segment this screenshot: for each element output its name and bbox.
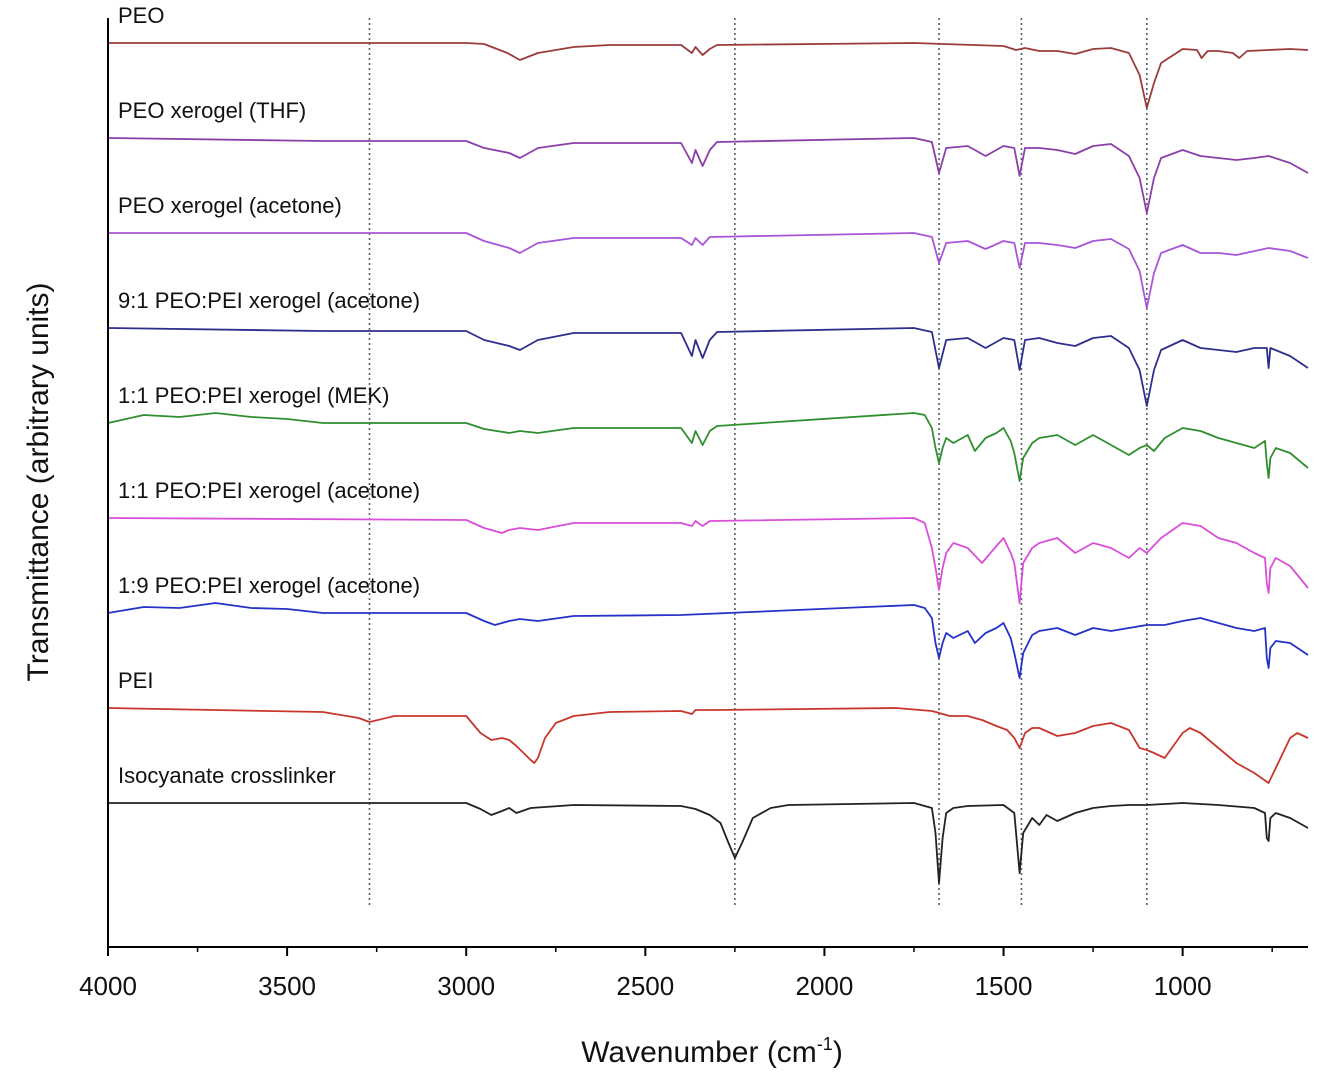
series-label-1: PEO [118, 3, 164, 28]
x-ticks: 4000 3500 3000 2500 2000 1500 1000 [79, 947, 1273, 1001]
series-label-7: 1:9 PEO:PEI xerogel (acetone) [118, 573, 420, 598]
series-label-9: Isocyanate crosslinker [118, 763, 336, 788]
series-label-8: PEI [118, 668, 153, 693]
series-line-2 [107, 137, 1309, 214]
series-lines [107, 42, 1309, 884]
series-label-3: PEO xerogel (acetone) [118, 193, 342, 218]
x-tick-label-2500: 2500 [616, 971, 674, 1001]
x-tick-label-1500: 1500 [975, 971, 1033, 1001]
x-axis-title: Wavenumber (cm-1) [581, 1034, 843, 1069]
series-label-4: 9:1 PEO:PEI xerogel (acetone) [118, 288, 420, 313]
series-label-5: 1:1 PEO:PEI xerogel (MEK) [118, 383, 389, 408]
series-line-5 [107, 412, 1309, 482]
series-line-8 [107, 707, 1309, 784]
series-line-4 [107, 327, 1309, 407]
series-line-1 [108, 42, 1309, 109]
series-line-3 [108, 232, 1309, 309]
x-tick-label-3500: 3500 [258, 971, 316, 1001]
x-tick-label-1000: 1000 [1154, 971, 1212, 1001]
series-label-2: PEO xerogel (THF) [118, 98, 306, 123]
x-tick-label-3000: 3000 [437, 971, 495, 1001]
axes [107, 18, 1308, 948]
series-label-6: 1:1 PEO:PEI xerogel (acetone) [118, 478, 420, 503]
y-axis-title: Transmittance (arbitrary units) [22, 283, 55, 682]
series-line-6 [107, 517, 1309, 604]
reference-lines [368, 18, 1148, 905]
series-labels: PEO PEO xerogel (THF) PEO xerogel (acetone… [118, 3, 420, 788]
series-line-7 [107, 602, 1309, 679]
x-tick-label-4000: 4000 [79, 971, 137, 1001]
series-line-9 [108, 802, 1309, 884]
x-tick-label-2000: 2000 [795, 971, 853, 1001]
